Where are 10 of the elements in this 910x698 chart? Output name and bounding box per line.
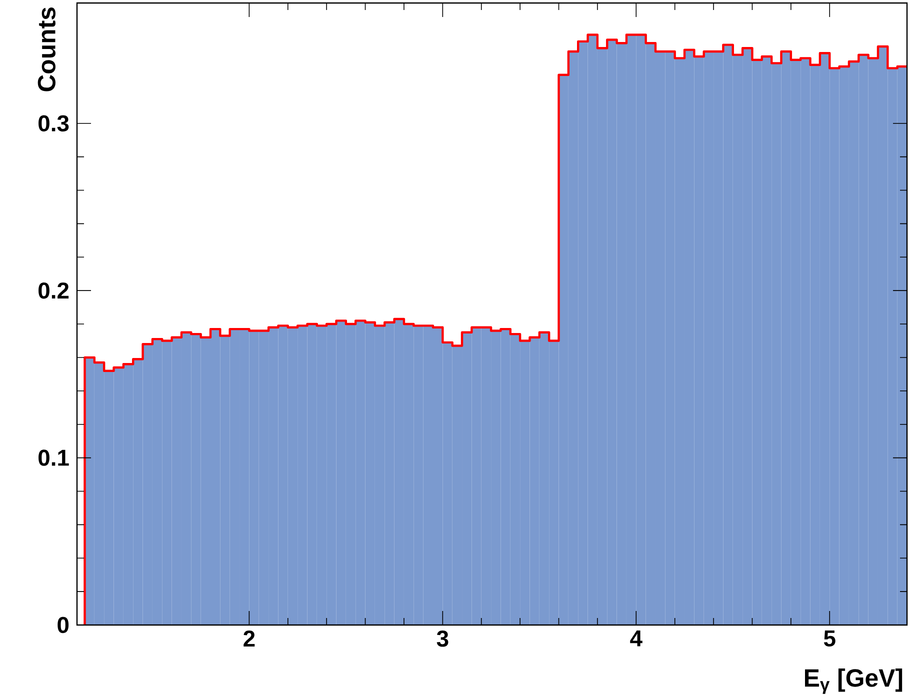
- y-tick-label: 0.1: [38, 450, 69, 466]
- y-tick-label: 0.3: [38, 115, 69, 132]
- x-axis-title: E$_{γ}$ [GeV]: [805, 668, 902, 694]
- x-tick-label: 4: [630, 630, 642, 646]
- x-tick-label: 2: [244, 630, 255, 647]
- y-tick-label: 0.2: [38, 282, 69, 299]
- y-tick-label: 0: [58, 616, 69, 634]
- y-axis-title: Counts: [38, 8, 56, 92]
- x-tick-label: 3: [436, 630, 448, 647]
- x-tick-label: 5: [824, 630, 836, 647]
